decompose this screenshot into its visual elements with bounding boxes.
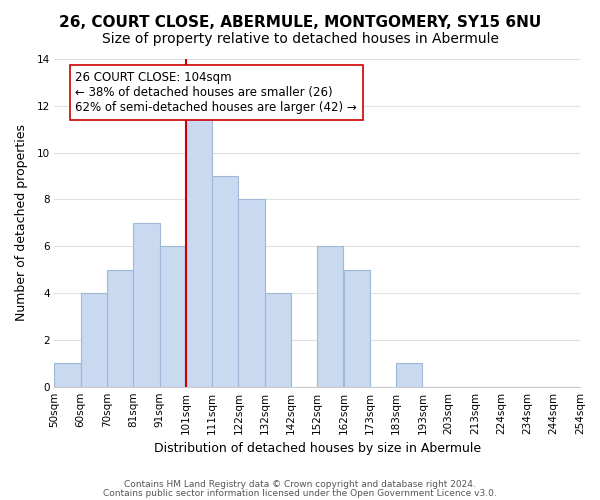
Bar — [396, 364, 422, 386]
Bar — [343, 270, 370, 386]
Y-axis label: Number of detached properties: Number of detached properties — [15, 124, 28, 322]
Bar — [160, 246, 186, 386]
Text: Contains public sector information licensed under the Open Government Licence v3: Contains public sector information licen… — [103, 489, 497, 498]
Bar — [265, 293, 291, 386]
Bar — [133, 223, 160, 386]
Bar — [238, 200, 265, 386]
Bar — [55, 364, 81, 386]
Bar — [81, 293, 107, 386]
X-axis label: Distribution of detached houses by size in Abermule: Distribution of detached houses by size … — [154, 442, 481, 455]
Text: 26 COURT CLOSE: 104sqm
← 38% of detached houses are smaller (26)
62% of semi-det: 26 COURT CLOSE: 104sqm ← 38% of detached… — [76, 70, 357, 114]
Text: 26, COURT CLOSE, ABERMULE, MONTGOMERY, SY15 6NU: 26, COURT CLOSE, ABERMULE, MONTGOMERY, S… — [59, 15, 541, 30]
Bar — [212, 176, 238, 386]
Bar — [317, 246, 343, 386]
Bar — [107, 270, 133, 386]
Text: Size of property relative to detached houses in Abermule: Size of property relative to detached ho… — [101, 32, 499, 46]
Text: Contains HM Land Registry data © Crown copyright and database right 2024.: Contains HM Land Registry data © Crown c… — [124, 480, 476, 489]
Bar — [186, 106, 212, 386]
